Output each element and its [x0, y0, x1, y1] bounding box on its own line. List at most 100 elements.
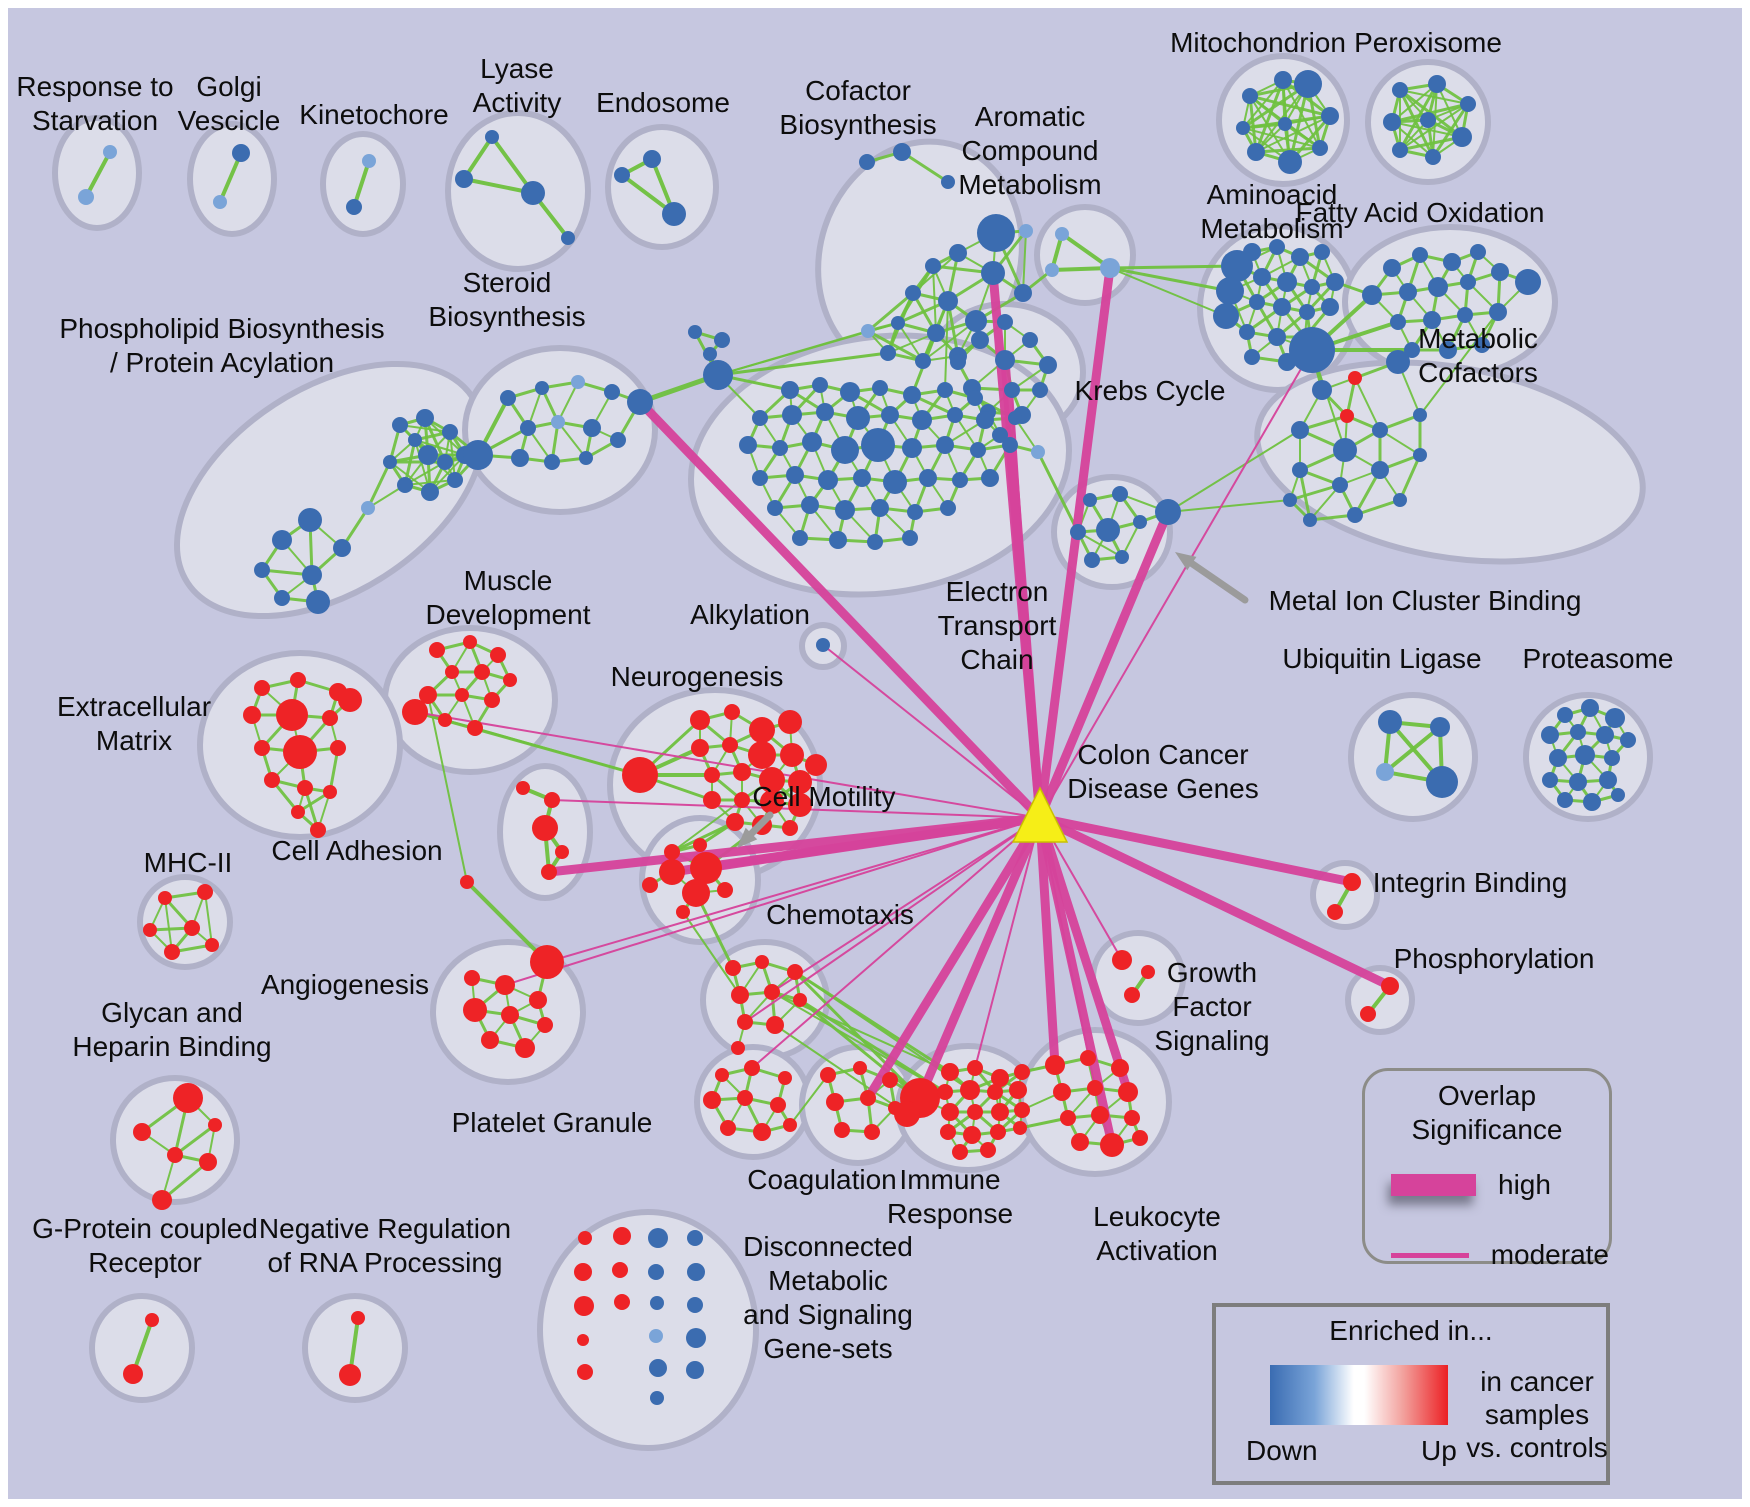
gene-set-node	[574, 1296, 594, 1316]
cluster-label-cofactor-biosynthesis: Biosynthesis	[779, 109, 936, 140]
gene-set-node	[463, 635, 477, 649]
cluster-edge	[352, 159, 371, 209]
gene-set-node	[1055, 227, 1069, 241]
annotation-arrow	[1183, 556, 1249, 604]
cluster-label-aminoacid-metabolism: Metabolism	[1200, 213, 1343, 244]
cluster-edge	[1399, 103, 1469, 151]
gene-set-node	[1013, 1121, 1027, 1135]
gene-set-node	[1343, 873, 1361, 891]
gene-set-node	[555, 845, 569, 859]
cluster-label-angiogenesis: Angiogenesis	[261, 969, 429, 1000]
gene-set-node	[1294, 70, 1322, 98]
gene-set-node	[788, 793, 812, 817]
gene-set-node	[1376, 763, 1394, 781]
gene-set-node	[1244, 349, 1260, 365]
cluster-label-aromatic-compound-metabolism: Compound	[962, 135, 1099, 166]
gene-set-node	[1242, 88, 1258, 104]
gene-set-node	[408, 433, 422, 447]
gene-set-node	[967, 1104, 983, 1120]
gene-set-node	[864, 1124, 880, 1140]
gene-set-node	[1596, 726, 1614, 744]
cluster-label-electron-transport-chain: Electron	[946, 576, 1049, 607]
gene-set-node	[535, 381, 549, 395]
inter-cluster-edge	[1018, 1116, 1070, 1130]
overlap-edge-moderate	[546, 817, 1041, 963]
cluster-edge	[84, 150, 112, 199]
gene-set-node	[1599, 771, 1617, 789]
gene-set-node	[903, 386, 921, 404]
gene-set-node	[715, 1068, 729, 1082]
gene-set-node	[938, 291, 958, 311]
gene-set-node	[1080, 1050, 1096, 1066]
gene-set-node	[861, 428, 895, 462]
gene-set-node	[484, 692, 500, 708]
cluster-label-response-to-starvation: Starvation	[32, 105, 158, 136]
gene-set-node	[145, 1313, 159, 1327]
overlap-edge-high	[1035, 507, 1173, 823]
cluster-edge	[1248, 94, 1332, 118]
cluster-edge	[1248, 94, 1258, 154]
cluster-label-growth-factor-signaling: Factor	[1172, 991, 1251, 1022]
gene-set-node	[577, 1334, 589, 1346]
gene-set-node	[1008, 411, 1022, 425]
cluster-edge	[866, 329, 925, 363]
overlap-edge-high	[1035, 813, 1133, 1097]
gene-set-node	[755, 955, 769, 969]
gene-set-node	[731, 1041, 745, 1055]
inter-cluster-edge	[1036, 450, 1080, 534]
gene-set-node	[1019, 224, 1033, 238]
annotation-layer	[737, 552, 1249, 848]
gene-set-node	[1111, 1059, 1129, 1077]
gene-set-node	[1045, 263, 1059, 277]
gene-set-node	[1221, 250, 1253, 282]
gene-set-node	[445, 665, 459, 679]
gene-set-node	[1031, 445, 1045, 459]
gene-set-node	[1426, 766, 1458, 798]
gene-set-node	[980, 1142, 996, 1158]
gene-set-node	[812, 377, 828, 393]
gene-set-node	[1412, 247, 1428, 263]
gene-set-node	[941, 175, 955, 189]
cluster-edge	[1383, 725, 1442, 774]
gene-set-node	[861, 324, 875, 338]
gene-set-node	[521, 181, 545, 205]
gene-set-node	[1269, 239, 1285, 255]
node-layer	[78, 70, 1636, 1405]
gene-set-node	[1348, 371, 1362, 385]
inter-cluster-edge	[794, 971, 971, 1091]
cluster-edge	[1281, 78, 1332, 118]
gene-set-node	[816, 403, 834, 421]
gene-set-node	[1249, 294, 1265, 310]
gene-set-node	[971, 331, 989, 349]
enrichment-note-line1: in cancer	[1480, 1366, 1594, 1397]
gene-set-node	[310, 822, 326, 838]
gene-set-node	[967, 1060, 983, 1076]
gene-set-node	[720, 1120, 736, 1136]
gene-set-node	[643, 150, 661, 168]
gene-set-node	[383, 455, 397, 469]
cluster-ellipse-glycan-heparin-binding	[110, 1075, 240, 1205]
gene-set-node	[1083, 493, 1097, 507]
inter-cluster-edge	[1108, 264, 1239, 270]
gene-set-node	[693, 838, 707, 852]
overlap-title-line1: Overlap	[1437, 1080, 1537, 1111]
gene-set-node	[739, 436, 757, 454]
gene-set-node	[737, 1014, 753, 1030]
gene-set-node	[829, 531, 847, 549]
gene-set-node	[416, 409, 434, 427]
enrichment-legend: Enriched in... Down Up in cancer samples…	[1212, 1303, 1610, 1485]
cluster-label-growth-factor-signaling: Signaling	[1154, 1025, 1269, 1056]
gene-set-node	[338, 688, 362, 712]
inter-cluster-edge	[1167, 429, 1301, 513]
gene-set-node	[787, 964, 803, 980]
gene-set-node	[722, 737, 738, 753]
inter-cluster-edge	[1109, 267, 1227, 317]
gene-set-node	[947, 407, 963, 423]
gene-set-node	[627, 389, 653, 415]
gene-set-node	[882, 1072, 898, 1088]
gene-set-node	[1314, 244, 1330, 260]
gene-set-node	[952, 472, 968, 488]
gene-set-node	[1268, 328, 1286, 346]
gene-set-node	[1303, 513, 1317, 527]
gene-set-node	[1452, 127, 1472, 147]
